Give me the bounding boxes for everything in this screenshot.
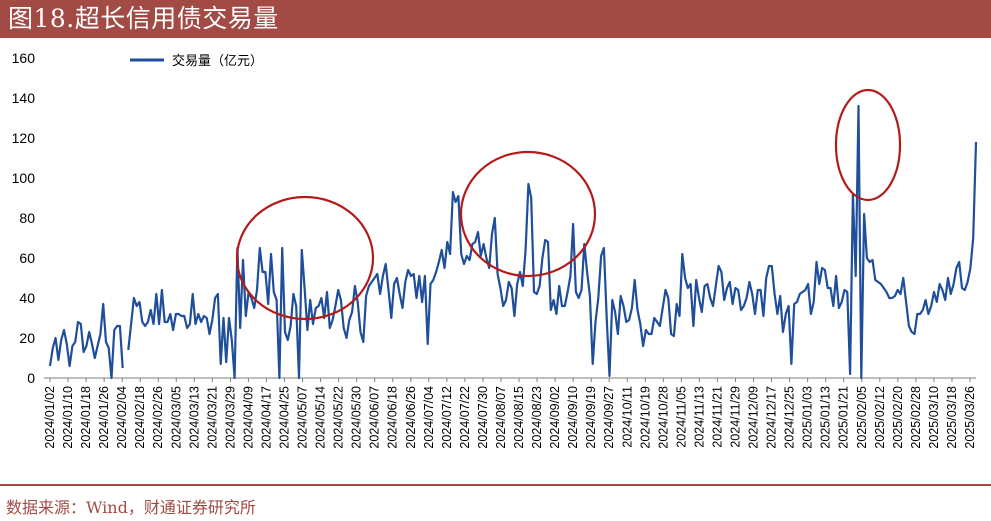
x-tick-label: 2024/08/15 — [512, 386, 526, 449]
x-tick-label: 2024/03/21 — [205, 386, 219, 449]
y-tick-label: 120 — [12, 130, 36, 146]
y-tick-label: 100 — [12, 170, 36, 186]
x-tick-label: 2025/02/05 — [855, 386, 869, 449]
x-tick-label: 2024/01/18 — [79, 386, 93, 449]
x-tick-label: 2024/04/25 — [278, 386, 292, 449]
x-tick-label: 2024/10/28 — [656, 386, 670, 449]
x-tick-label: 2024/01/02 — [43, 386, 57, 449]
annotation-layer — [235, 88, 902, 321]
y-tick-label: 80 — [19, 210, 35, 226]
x-tick-label: 2024/03/05 — [169, 386, 183, 449]
x-tick-label: 2024/01/10 — [61, 386, 75, 449]
ellipse-apr-may-2024 — [235, 195, 375, 321]
series-layer — [48, 104, 978, 380]
y-tick-label: 20 — [19, 330, 35, 346]
x-tick-label: 2024/10/11 — [620, 386, 634, 448]
x-tick-label: 2024/05/14 — [314, 386, 328, 449]
bottom-rule — [0, 484, 991, 486]
x-tick-label: 2024/06/26 — [404, 386, 418, 449]
x-tick-label: 2025/01/03 — [801, 386, 815, 449]
x-tick-label: 2024/07/04 — [422, 386, 436, 449]
x-tick-label: 2024/07/12 — [440, 386, 454, 449]
y-tick-label: 160 — [12, 50, 36, 66]
legend: 交易量（亿元） — [130, 53, 263, 69]
x-tick-label: 2024/03/13 — [187, 386, 201, 449]
x-tick-label: 2024/05/07 — [296, 386, 310, 449]
x-tick-label: 2024/12/09 — [747, 386, 761, 449]
x-tick-label: 2024/06/18 — [386, 386, 400, 449]
x-tick-label: 2024/07/22 — [458, 386, 472, 449]
x-tick-label: 2024/02/04 — [115, 386, 129, 449]
x-tick-label: 2024/06/07 — [368, 386, 382, 449]
x-tick-label: 2024/04/17 — [259, 386, 273, 449]
y-tick-label: 140 — [12, 90, 36, 106]
x-tick-label: 2025/01/13 — [819, 386, 833, 449]
y-tick-label: 40 — [19, 290, 35, 306]
series-line — [127, 104, 978, 380]
x-tick-label: 2025/03/10 — [927, 386, 941, 449]
x-tick-label: 2024/11/21 — [710, 386, 724, 448]
x-tick-label: 2024/11/29 — [728, 386, 742, 448]
x-tick-label: 2024/12/25 — [783, 386, 797, 449]
x-tick-label: 2024/08/07 — [494, 386, 508, 449]
x-tick-label: 2024/10/19 — [638, 386, 652, 449]
x-tick-label: 2025/02/28 — [909, 386, 923, 449]
x-tick-label: 2024/07/30 — [476, 386, 490, 449]
x-tick-label: 2024/09/19 — [584, 386, 598, 449]
x-tick-label: 2024/09/27 — [602, 386, 616, 449]
x-tick-label: 2025/02/12 — [873, 386, 887, 449]
y-tick-label: 0 — [27, 370, 35, 386]
x-tick-label: 2024/09/02 — [548, 386, 562, 449]
x-tick-label: 2024/02/18 — [133, 386, 147, 449]
chart-title: 图18.超长信用债交易量 — [8, 4, 279, 33]
x-tick-label: 2025/03/26 — [963, 386, 977, 449]
y-tick-label: 60 — [19, 250, 35, 266]
x-tick-label: 2024/03/29 — [223, 386, 237, 449]
x-tick-label: 2024/05/30 — [350, 386, 364, 449]
x-tick-label: 2024/11/13 — [692, 386, 706, 448]
x-tick-label: 2024/04/09 — [241, 386, 255, 449]
x-tick-label: 2025/01/21 — [837, 386, 851, 449]
x-tick-label: 2024/09/10 — [566, 386, 580, 449]
source-note: 数据来源：Wind，财通证券研究所 — [6, 498, 256, 517]
x-tick-label: 2024/11/05 — [674, 386, 688, 448]
x-tick-label: 2024/01/26 — [97, 386, 111, 449]
y-axis: 0 20 40 60 80 100 120 140 160 — [12, 50, 36, 386]
ellipse-jul-sep-2024 — [459, 150, 597, 278]
x-tick-label: 2024/05/22 — [332, 386, 346, 449]
title-bar: 图18.超长信用债交易量 — [0, 0, 991, 38]
x-axis: 2024/01/02 2024/01/10 2024/01/18 2024/01/26… — [43, 377, 977, 449]
legend-label: 交易量（亿元） — [172, 53, 263, 69]
x-tick-label: 2024/02/26 — [151, 386, 165, 449]
x-tick-label: 2024/12/17 — [765, 386, 779, 449]
ellipse-feb-2025 — [834, 88, 902, 202]
x-tick-label: 2025/03/18 — [945, 386, 959, 449]
x-tick-label: 2024/08/23 — [530, 386, 544, 449]
series-line — [48, 302, 124, 380]
x-tick-label: 2025/02/20 — [891, 386, 905, 449]
